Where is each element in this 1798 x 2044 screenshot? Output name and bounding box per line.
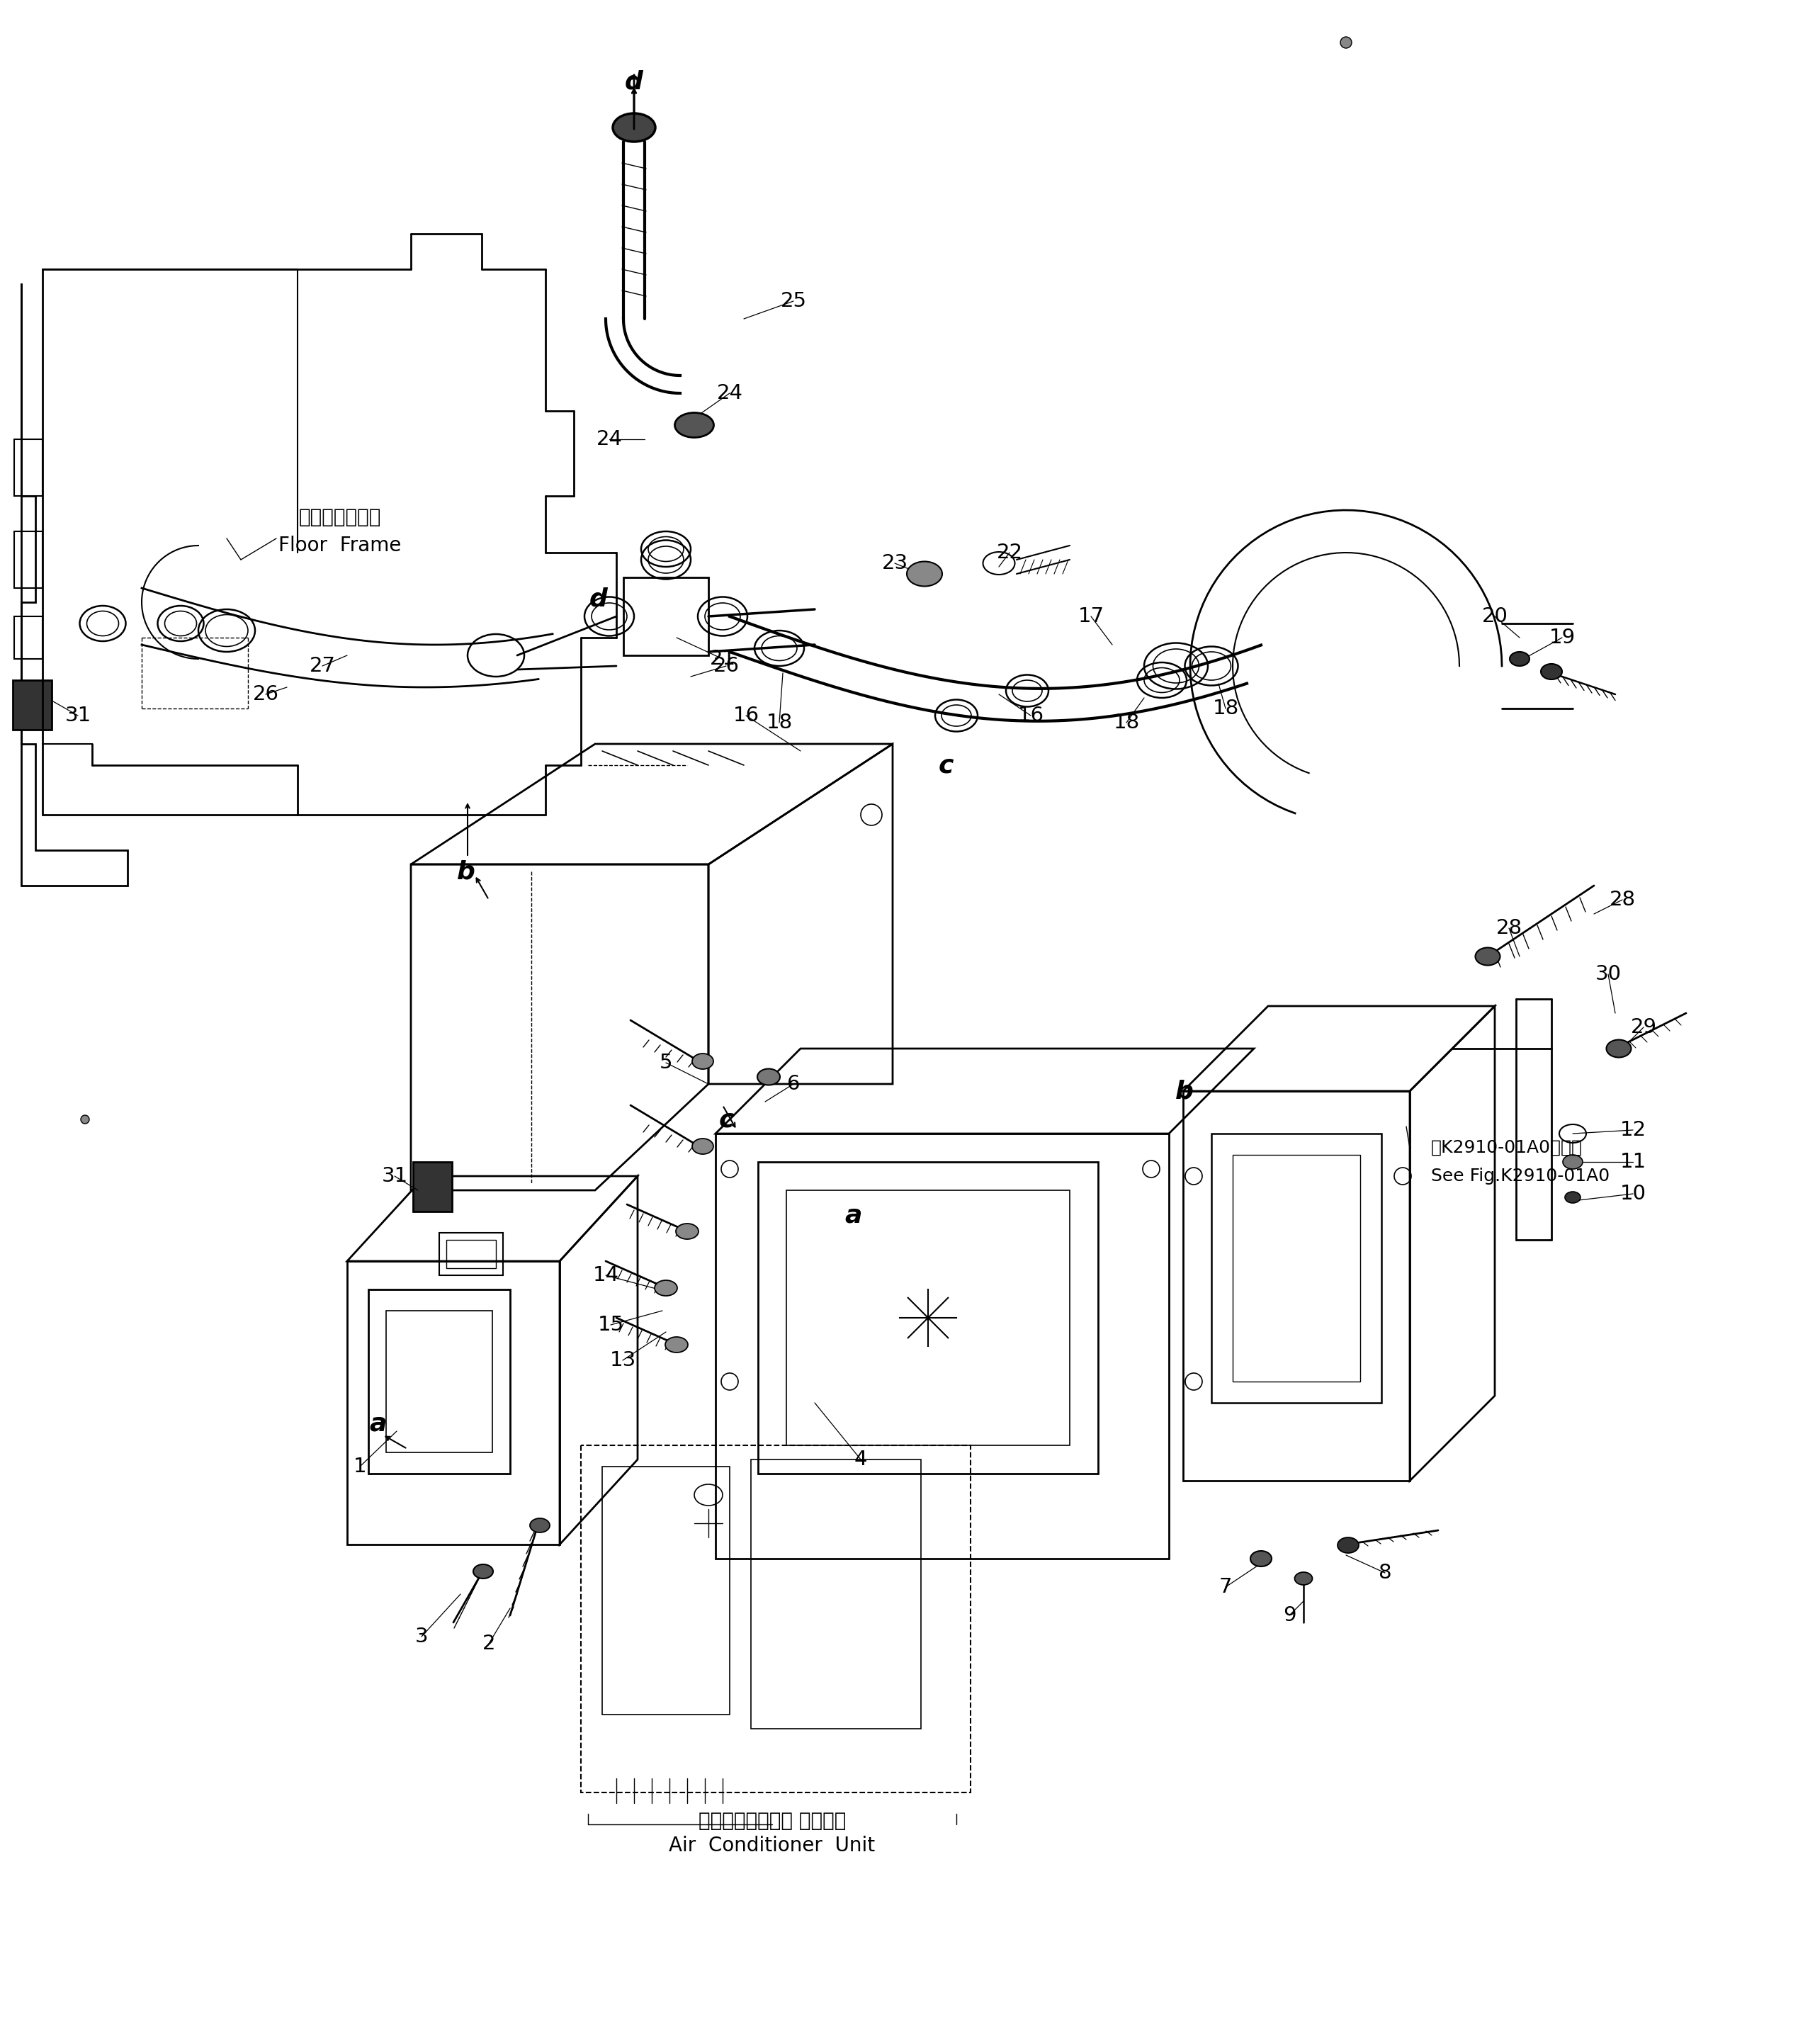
Text: d: d	[626, 69, 644, 94]
Ellipse shape	[1295, 1572, 1313, 1584]
Text: 第K2910-01A0図参照: 第K2910-01A0図参照	[1431, 1139, 1582, 1157]
Text: 3: 3	[415, 1627, 428, 1647]
Text: 31: 31	[65, 705, 92, 726]
Bar	[1233, 1155, 1361, 1382]
Circle shape	[81, 1116, 90, 1124]
Text: 16: 16	[1018, 705, 1045, 726]
Bar	[387, 1310, 493, 1453]
Text: 29: 29	[1631, 1018, 1656, 1036]
Text: See Fig.K2910-01A0: See Fig.K2910-01A0	[1431, 1167, 1609, 1186]
Bar	[752, 1459, 921, 1729]
Ellipse shape	[692, 1053, 714, 1069]
Bar	[13, 681, 52, 730]
Text: 16: 16	[734, 705, 759, 726]
Bar	[14, 617, 43, 658]
Text: 9: 9	[1282, 1605, 1296, 1625]
Bar	[414, 1161, 451, 1212]
Text: d: d	[590, 587, 608, 611]
Text: 6: 6	[788, 1073, 800, 1094]
Ellipse shape	[473, 1564, 493, 1578]
Ellipse shape	[1606, 1040, 1631, 1057]
Text: 18: 18	[766, 713, 793, 732]
Text: 28: 28	[1496, 918, 1523, 938]
Text: 4: 4	[854, 1449, 867, 1470]
Text: c: c	[939, 752, 953, 777]
Text: フロアフレーム: フロアフレーム	[298, 507, 381, 527]
Text: 21: 21	[710, 650, 735, 668]
Text: 28: 28	[1609, 889, 1636, 910]
Text: 25: 25	[780, 290, 807, 311]
Ellipse shape	[1476, 948, 1500, 965]
Text: 7: 7	[1219, 1578, 1232, 1596]
Text: 31: 31	[381, 1167, 408, 1186]
Bar	[439, 1233, 503, 1275]
Text: 30: 30	[1595, 965, 1622, 983]
Text: 18: 18	[1212, 699, 1239, 717]
Text: 12: 12	[1620, 1120, 1647, 1141]
Bar	[602, 1468, 730, 1715]
Text: 27: 27	[309, 656, 336, 677]
Ellipse shape	[757, 1069, 780, 1085]
Text: 8: 8	[1379, 1564, 1392, 1582]
Text: 24: 24	[717, 384, 743, 403]
Ellipse shape	[530, 1519, 550, 1533]
Ellipse shape	[1541, 664, 1562, 679]
Text: a: a	[845, 1204, 863, 1226]
Ellipse shape	[692, 1139, 714, 1155]
Text: 1: 1	[352, 1457, 367, 1476]
Ellipse shape	[654, 1280, 678, 1296]
Text: 20: 20	[1482, 607, 1509, 625]
Text: エアコンデショナ ユニット: エアコンデショナ ユニット	[698, 1811, 847, 1831]
Text: 24: 24	[597, 429, 622, 450]
Ellipse shape	[1250, 1551, 1271, 1566]
Text: 22: 22	[996, 544, 1023, 562]
Ellipse shape	[1510, 652, 1530, 666]
Text: 2: 2	[482, 1633, 496, 1654]
Text: Floor  Frame: Floor Frame	[279, 536, 401, 556]
Text: 23: 23	[881, 554, 908, 572]
Ellipse shape	[1338, 1537, 1359, 1553]
Text: Air  Conditioner  Unit: Air Conditioner Unit	[669, 1836, 876, 1856]
Text: 11: 11	[1620, 1153, 1647, 1171]
Text: 5: 5	[660, 1053, 672, 1073]
Text: 19: 19	[1548, 628, 1575, 648]
Bar	[1212, 1134, 1381, 1402]
Text: b: b	[457, 858, 475, 883]
Text: 13: 13	[610, 1351, 636, 1369]
Ellipse shape	[676, 1224, 698, 1239]
Text: a: a	[370, 1412, 387, 1437]
Text: 10: 10	[1620, 1183, 1645, 1204]
Text: c: c	[719, 1108, 734, 1132]
Text: 17: 17	[1077, 607, 1104, 625]
Bar	[446, 1241, 496, 1267]
Text: 26: 26	[252, 685, 279, 705]
Ellipse shape	[674, 413, 714, 437]
Ellipse shape	[1562, 1155, 1582, 1169]
Bar	[759, 1161, 1099, 1474]
Bar	[14, 531, 43, 589]
Text: 18: 18	[1113, 713, 1140, 732]
Ellipse shape	[906, 562, 942, 587]
Text: b: b	[1176, 1079, 1194, 1104]
Text: 26: 26	[714, 656, 739, 677]
Ellipse shape	[665, 1337, 689, 1353]
Text: 15: 15	[597, 1314, 624, 1335]
Ellipse shape	[1564, 1192, 1580, 1204]
Bar	[786, 1190, 1070, 1445]
Bar	[14, 439, 43, 497]
Text: 14: 14	[593, 1265, 619, 1286]
Circle shape	[1340, 37, 1352, 49]
Bar	[369, 1290, 511, 1474]
Bar	[624, 576, 708, 656]
Ellipse shape	[613, 112, 654, 141]
